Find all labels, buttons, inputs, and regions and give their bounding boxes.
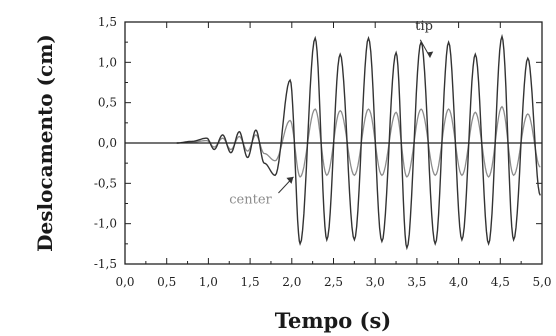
x-tick-label: 1,5 <box>241 275 260 289</box>
x-tick-label: 2,0 <box>282 275 301 289</box>
y-tick-label: -1,5 <box>94 257 117 271</box>
x-tick-label: 1,0 <box>199 275 218 289</box>
x-axis-label: Tempo (s) <box>275 308 392 333</box>
y-tick-label: 0,0 <box>98 136 117 150</box>
y-tick-label: 1,5 <box>98 15 117 29</box>
x-tick-label: 3,0 <box>366 275 385 289</box>
y-tick-label: -1,0 <box>94 217 117 231</box>
center-annotation: center <box>229 193 272 208</box>
center-arrowhead <box>286 176 294 184</box>
y-tick-label: 1,0 <box>98 55 117 69</box>
series-center-line <box>176 105 541 178</box>
annotation-layer: tip center <box>229 19 434 208</box>
x-tick-label: 4,5 <box>491 275 510 289</box>
series-tip-line <box>176 33 541 251</box>
y-tick-label: 0,5 <box>98 96 117 110</box>
x-tick-label: 4,0 <box>449 275 468 289</box>
x-tick-label: 3,5 <box>407 275 426 289</box>
y-tick-label: -0,5 <box>94 176 117 190</box>
x-tick-label: 0,5 <box>157 275 176 289</box>
ticks-layer: 0,0 0,5 1,0 1,5 2,0 2,5 3,0 3,5 4,0 4,5 5,0 1,5 1,0 0… <box>94 15 552 289</box>
x-tick-label: 5,0 <box>532 275 551 289</box>
x-tick-label: 0,0 <box>115 275 134 289</box>
x-tick-label: 2,5 <box>324 275 343 289</box>
tip-arrowhead <box>427 51 434 58</box>
series-layer <box>176 33 541 251</box>
tip-annotation: tip <box>415 19 433 34</box>
y-axis-label: Deslocamento (cm) <box>33 34 57 252</box>
